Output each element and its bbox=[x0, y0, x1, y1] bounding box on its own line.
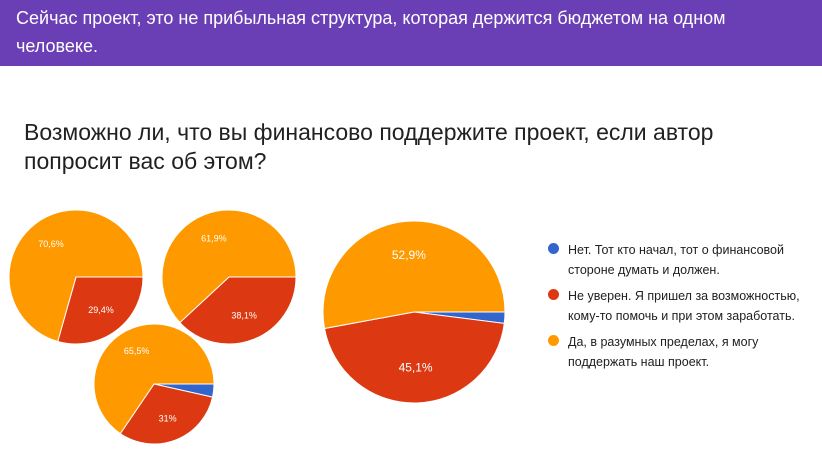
pie-1-label-unsure: 29,4% bbox=[88, 305, 114, 315]
question-title: Возможно ли, что вы финансово поддержите… bbox=[24, 119, 714, 174]
legend-marker-unsure bbox=[548, 289, 559, 300]
pie-1-slice-yes bbox=[8, 209, 144, 343]
chart-legend: Нет. Тот кто начал, тот о финансовой сто… bbox=[548, 240, 808, 378]
banner-text: Сейчас проект, это не прибыльная структу… bbox=[16, 8, 726, 56]
pie-4-slice-yes bbox=[322, 220, 506, 330]
pie-2-slice-yes bbox=[161, 209, 297, 324]
legend-marker-yes bbox=[548, 335, 559, 346]
legend-label-no: Нет. Тот кто начал, тот о финансовой сто… bbox=[568, 243, 784, 277]
pie-2-slice-unsure bbox=[179, 276, 297, 345]
pie-3-slice-yes bbox=[93, 323, 215, 435]
pie-1-slice-unsure bbox=[57, 276, 144, 345]
pie-3-slice-unsure bbox=[119, 383, 214, 445]
legend-item-unsure: Не уверен. Я пришел за возможностью, ком… bbox=[548, 286, 808, 326]
pie-3-label-yes: 65,5% bbox=[124, 346, 150, 356]
legend-item-no: Нет. Тот кто начал, тот о финансовой сто… bbox=[548, 240, 808, 280]
header-banner: Сейчас проект, это не прибыльная структу… bbox=[0, 0, 822, 66]
pie-4-label-unsure: 45,1% bbox=[399, 360, 433, 374]
pie-3-label-unsure: 31% bbox=[159, 414, 177, 424]
legend-item-yes: Да, в разумных пределах, я могу поддержа… bbox=[548, 332, 808, 372]
legend-label-yes: Да, в разумных пределах, я могу поддержа… bbox=[568, 335, 759, 369]
pie-4-slice-unsure bbox=[323, 311, 505, 404]
pie-2-label-unsure: 38,1% bbox=[231, 311, 257, 321]
pie-1-label-yes: 70,6% bbox=[38, 239, 64, 249]
pie-2-label-yes: 61,9% bbox=[201, 233, 227, 243]
legend-marker-no bbox=[548, 243, 559, 254]
legend-label-unsure: Не уверен. Я пришел за возможностью, ком… bbox=[568, 289, 800, 323]
pie-4-label-yes: 52,9% bbox=[392, 248, 426, 262]
